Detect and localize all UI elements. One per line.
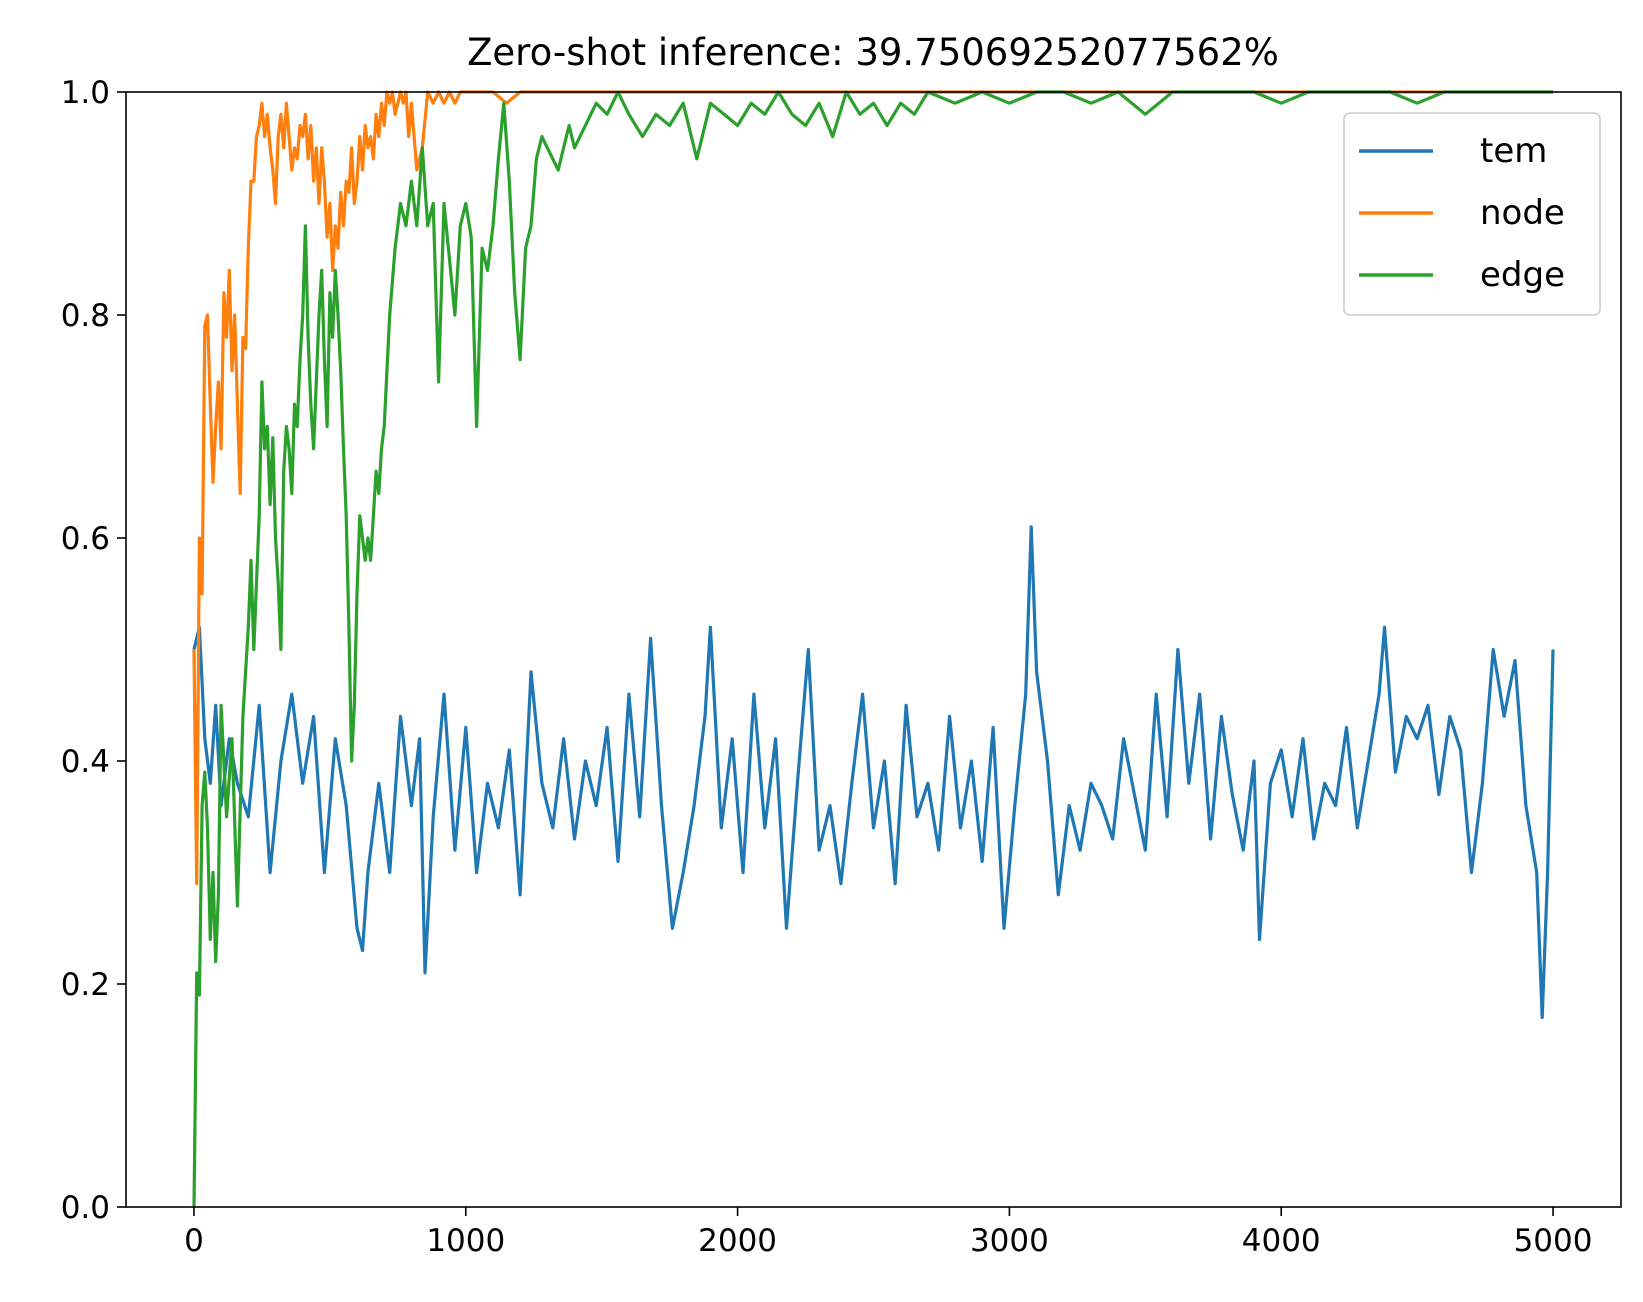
legend: tem node edge [1343, 112, 1601, 316]
series-line-tem [192, 525, 1555, 1020]
x-tick-label: 2000 [698, 1223, 777, 1259]
chart-title: Zero-shot inference: 39.75069252077562% [467, 31, 1279, 74]
y-tick-label: 0.8 [61, 298, 110, 334]
plot-frame [125, 91, 1622, 1208]
x-axis: 0 1000 2000 3000 4000 5000 [184, 1207, 1592, 1259]
series-line-edge [192, 90, 1553, 1208]
legend-label-edge: edge [1480, 255, 1565, 295]
y-tick-label: 0.6 [61, 521, 110, 557]
legend-box [1343, 112, 1601, 316]
y-tick-label: 0.4 [61, 744, 110, 780]
x-tick-label: 1000 [426, 1223, 505, 1259]
x-tick-label: 3000 [970, 1223, 1049, 1259]
y-tick-label: 1.0 [61, 75, 110, 111]
x-tick-label: 5000 [1514, 1223, 1593, 1259]
y-tick-label: 0.2 [61, 967, 110, 1003]
x-tick-label: 4000 [1242, 1223, 1321, 1259]
y-axis: 0.0 0.2 0.4 0.6 0.8 1.0 [61, 75, 126, 1226]
legend-label-node: node [1480, 193, 1565, 233]
x-tick-label: 0 [184, 1223, 204, 1259]
y-tick-label: 0.0 [61, 1190, 110, 1226]
legend-label-tem: tem [1480, 131, 1547, 171]
